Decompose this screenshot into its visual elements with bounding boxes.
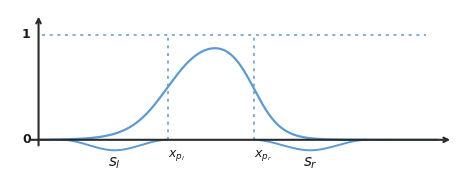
Text: 0: 0	[22, 133, 31, 146]
Text: $x_{p_r}$: $x_{p_r}$	[254, 148, 272, 163]
Text: $\mathit{s}_{l}$: $\mathit{s}_{l}$	[108, 156, 121, 171]
Text: $\mathit{s}_{r}$: $\mathit{s}_{r}$	[303, 156, 318, 171]
Text: 1: 1	[22, 28, 31, 41]
Text: $x_{p_l}$: $x_{p_l}$	[168, 148, 184, 163]
